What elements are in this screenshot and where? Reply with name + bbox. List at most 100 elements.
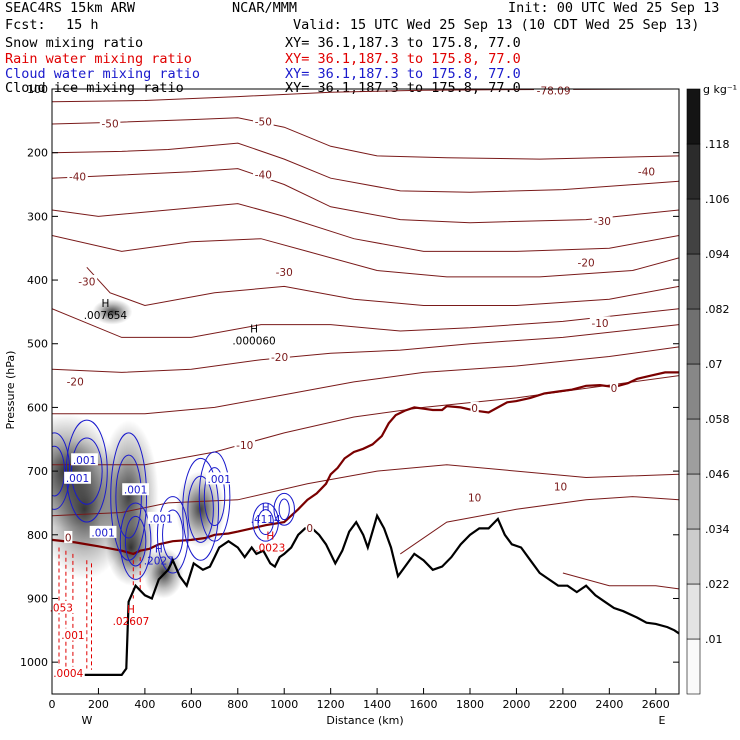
field-name-rain: Rain water mixing ratio <box>5 51 192 67</box>
field-xy-snow: XY= 36.1,187.3 to 175.8, 77.0 <box>285 35 521 51</box>
x-tick-label: 1200 <box>317 698 345 711</box>
isotherm-label-bg <box>67 169 88 182</box>
isotherm-label-bg <box>253 115 274 128</box>
cloud-water-contours <box>52 419 295 580</box>
isotherm-label-bg <box>470 401 479 414</box>
shade-blob <box>105 509 156 586</box>
x-tick-label: 2400 <box>595 698 623 711</box>
isotherm <box>52 235 679 278</box>
isotherm <box>52 375 679 466</box>
isotherm-label: -30 <box>78 276 95 288</box>
contour-labels: -50 -50 -40 -40 -40 -30 -30 -30 -20 -20 -20 -10 -10 0… <box>47 83 657 680</box>
colorbar-label: .118 <box>705 138 730 151</box>
field-name-ice: Cloud ice mixing ratio <box>5 80 184 96</box>
isotherm <box>86 266 679 307</box>
isotherm-label: -20 <box>578 257 595 269</box>
extremum-marker: H <box>262 502 270 514</box>
cloud-label: .001 <box>208 474 231 486</box>
cloud-contour <box>52 445 66 497</box>
x-tick-label: 1000 <box>270 698 298 711</box>
extremum-value: .000060 <box>232 336 275 348</box>
extremum-value: .02607 <box>113 616 150 628</box>
cloud-contour <box>198 451 231 542</box>
rain-label-bg <box>59 628 87 641</box>
cloud-contour <box>278 498 290 521</box>
colorbar-swatch <box>686 308 701 365</box>
init-time: Init: 00 UTC Wed 25 Sep 13 <box>508 0 720 16</box>
plot-frame <box>51 88 680 695</box>
isotherm <box>52 89 679 103</box>
model-title: SEAC4RS 15km ARW <box>5 0 136 16</box>
y-axis-label: Pressure (hPa) <box>4 351 17 430</box>
colorbar-label: .082 <box>705 303 730 316</box>
cloud-contour <box>124 515 147 567</box>
y-tick-label: 300 <box>27 210 48 223</box>
isotherm-label: -30 <box>594 216 611 228</box>
y-tick-label: 700 <box>27 465 48 478</box>
extremum-value: .0023 <box>255 543 285 555</box>
cloud-contour <box>119 502 152 580</box>
colorbar-swatch <box>686 473 701 530</box>
center-label: NCAR/MMM <box>232 0 298 16</box>
field-name-snow: Snow mixing ratio <box>5 35 144 51</box>
isotherm-label: -20 <box>67 376 84 388</box>
colorbar-label: .022 <box>705 578 730 591</box>
isotherm <box>562 572 679 590</box>
x-tick-label: 800 <box>227 698 248 711</box>
colorbar-swatch <box>686 88 701 145</box>
cloud-label-bg <box>64 471 91 484</box>
isotherm-label-bg <box>592 214 613 227</box>
cloud-label: .001 <box>91 527 114 539</box>
x-tick-label: 400 <box>134 698 155 711</box>
isotherm-label: -10 <box>236 440 253 452</box>
colorbar-swatch <box>686 363 701 420</box>
colorbar-label: .034 <box>705 523 730 536</box>
isotherm <box>52 346 679 415</box>
cloud-label-bg <box>89 525 117 538</box>
isotherm <box>52 308 679 338</box>
cloud-contour <box>65 419 108 523</box>
isotherm-label: -20 <box>271 352 288 364</box>
isotherm-label-bg <box>575 255 597 268</box>
fcst-label: Fcst: <box>5 17 46 33</box>
cloud-contour <box>52 432 71 510</box>
isotherm-label: -78.09 <box>537 85 571 97</box>
x-tick-label: 1800 <box>456 698 484 711</box>
isotherm-label: -40 <box>255 169 272 181</box>
y-tick-label: 100 <box>27 83 48 96</box>
isotherm-label-bg <box>269 350 290 363</box>
colorbar-swatch <box>686 143 701 200</box>
x-tick-label: 0 <box>49 698 56 711</box>
isotherm-label-bg <box>534 83 574 96</box>
axes: 0 200 400 600 800 1000 1200 1400 1600 1800 2000 220… <box>20 83 679 711</box>
cloud-label-bg <box>122 483 149 496</box>
colorbar-label: .106 <box>705 193 730 206</box>
isotherm-label-bg <box>76 274 98 287</box>
cloud-contour <box>203 467 226 527</box>
isotherm-label: -50 <box>255 117 272 129</box>
isotherm-label: 0 <box>65 532 72 544</box>
isotherm-label-bg <box>589 316 611 329</box>
x-tick-label: 200 <box>88 698 109 711</box>
rain-label: .053 <box>50 603 73 615</box>
isotherm-label-bg <box>636 164 657 177</box>
x-tick-label: 600 <box>181 698 202 711</box>
shade-blob <box>92 299 133 325</box>
isotherm-label-bg <box>553 480 568 493</box>
x-right-direction: E <box>659 714 666 727</box>
fcst-value: 15 h <box>66 17 99 33</box>
x-tick-label: 1600 <box>410 698 438 711</box>
extremum-marker: H <box>127 604 135 616</box>
terrain-profile <box>52 512 679 677</box>
x-axis-label: Distance (km) <box>326 714 403 727</box>
rain-label-bg <box>47 601 75 614</box>
isotherm-label-bg <box>64 374 86 387</box>
isotherm <box>52 168 679 224</box>
colorbar-label: .07 <box>705 358 723 371</box>
cloud-label: .001 <box>66 473 89 485</box>
x-tick-label: 2200 <box>549 698 577 711</box>
isotherm-label-bg <box>253 167 274 180</box>
field-xy-rain: XY= 36.1,187.3 to 175.8, 77.0 <box>285 51 521 67</box>
x-tick-label: 2000 <box>502 698 530 711</box>
isotherm-label-bg <box>305 521 314 534</box>
